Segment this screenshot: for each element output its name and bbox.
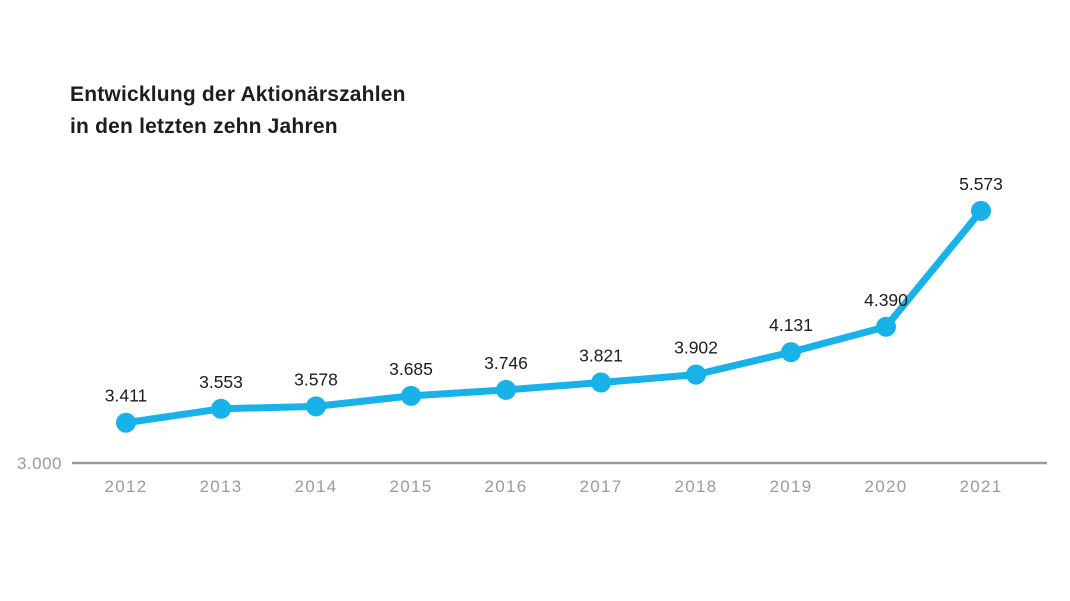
data-point-2012 [116, 412, 136, 433]
x-tick-label-2017: 2017 [579, 477, 622, 496]
x-tick-label-2015: 2015 [389, 477, 432, 496]
data-point-2013 [211, 398, 231, 419]
value-label-2019: 4.131 [769, 315, 813, 335]
value-label-2021: 5.573 [959, 174, 1003, 194]
value-label-2020: 4.390 [864, 290, 908, 310]
x-tick-label-2021: 2021 [959, 477, 1002, 496]
y-axis-label: 3.000 [17, 454, 62, 473]
data-point-2016 [496, 379, 516, 400]
value-label-2012: 3.411 [105, 386, 148, 406]
value-label-2015: 3.685 [389, 359, 433, 379]
x-tick-label-2019: 2019 [769, 477, 812, 496]
chart-title: Entwicklung der Aktionärszahlen in den le… [70, 79, 406, 143]
x-tick-label-2016: 2016 [484, 477, 527, 496]
value-label-2017: 3.821 [579, 346, 623, 366]
chart-title-line1: Entwicklung der Aktionärszahlen [70, 83, 406, 106]
x-tick-label-2013: 2013 [199, 477, 242, 496]
value-label-2013: 3.553 [199, 372, 243, 392]
value-label-2018: 3.902 [674, 338, 718, 358]
x-tick-label-2018: 2018 [674, 477, 717, 496]
data-point-2015 [401, 385, 421, 406]
data-point-2014 [306, 396, 326, 417]
chart-title-line2: in den letzten zehn Jahren [70, 115, 338, 138]
data-point-2020 [876, 316, 896, 337]
x-tick-label-2020: 2020 [864, 477, 907, 496]
data-point-2019 [781, 342, 801, 363]
data-point-2018 [686, 364, 706, 385]
data-line [122, 207, 985, 427]
value-label-2014: 3.578 [294, 369, 338, 389]
value-label-2016: 3.746 [484, 353, 528, 373]
data-point-2017 [591, 372, 611, 393]
data-point-2021 [971, 200, 991, 221]
x-tick-label-2014: 2014 [294, 477, 337, 496]
x-tick-label-2012: 2012 [104, 477, 147, 496]
